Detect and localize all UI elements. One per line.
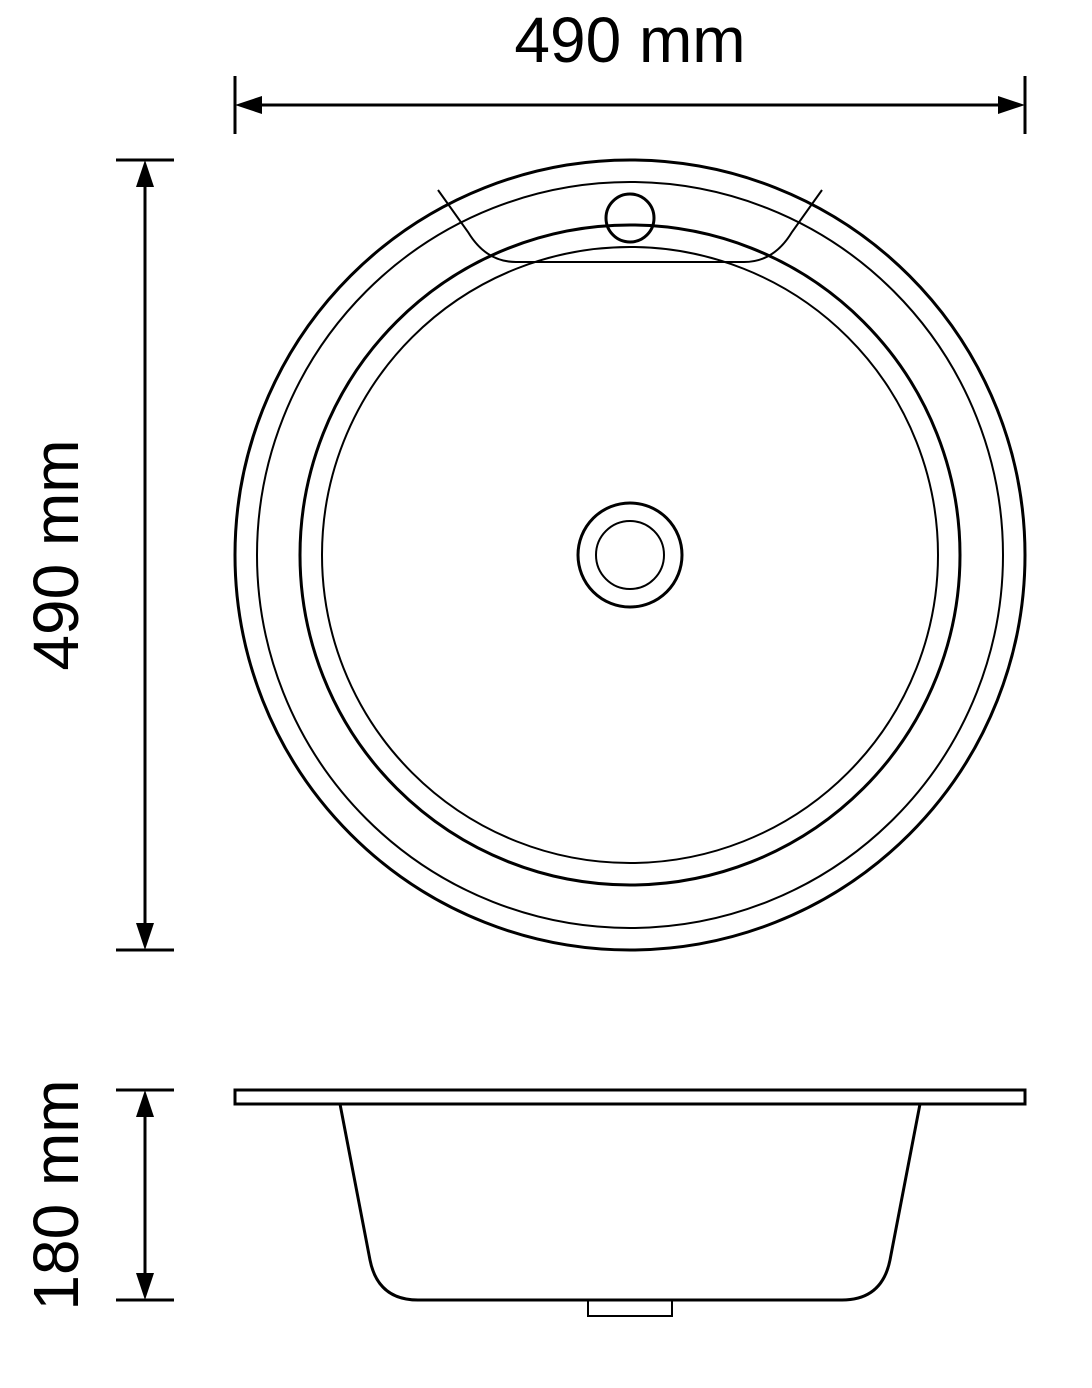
dimension-depth: 180 mm <box>20 1079 174 1310</box>
drain-outer-circle <box>578 503 682 607</box>
drain-tab <box>588 1300 672 1316</box>
drain-inner-circle <box>596 521 664 589</box>
bowl-inner-circle <box>322 247 938 863</box>
dimension-width-label: 490 mm <box>514 4 745 76</box>
dimension-height: 490 mm <box>20 160 174 950</box>
sink-top-view <box>235 160 1025 950</box>
outer-rim-circle <box>235 160 1025 950</box>
dimension-width: 490 mm <box>235 4 1025 134</box>
tap-hole-circle <box>606 194 654 242</box>
dimension-depth-label: 180 mm <box>20 1079 92 1310</box>
rim-flange <box>235 1090 1025 1104</box>
bowl-profile <box>340 1104 920 1300</box>
bowl-outer-circle <box>300 225 960 885</box>
sink-side-view <box>235 1090 1025 1316</box>
sink-dimension-diagram: 490 mm 490 mm 180 mm <box>0 0 1092 1388</box>
dimension-height-label: 490 mm <box>20 439 92 670</box>
rim-inner-circle <box>257 182 1003 928</box>
